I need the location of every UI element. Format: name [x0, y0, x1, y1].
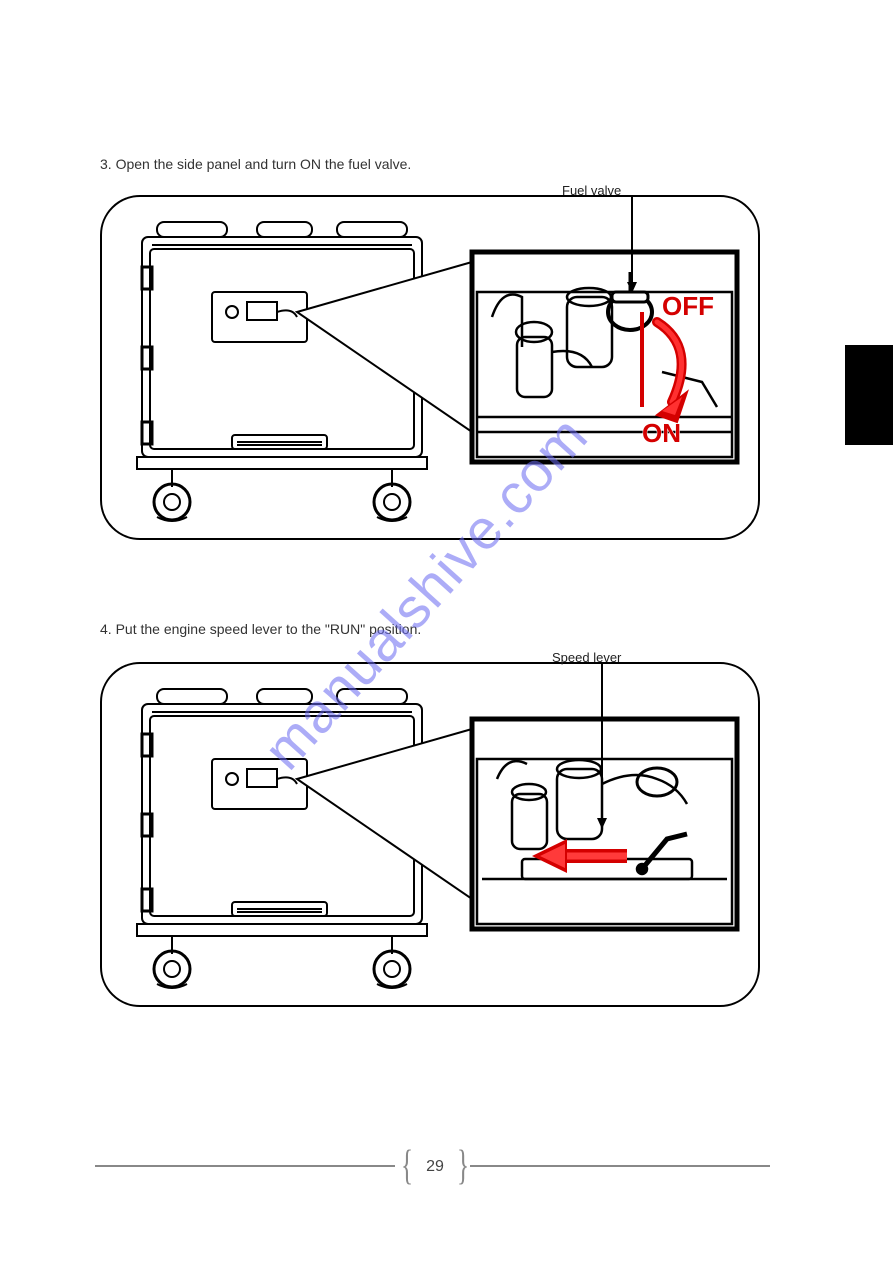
brace-left: { — [401, 1145, 413, 1187]
svg-text:ON: ON — [642, 418, 681, 448]
step-4-text: 4. Put the engine speed lever to the "RU… — [100, 620, 760, 640]
page-number: { 29 } — [395, 1145, 475, 1187]
footer-divider-left — [95, 1165, 395, 1167]
callout-fuel-valve: Fuel valve — [562, 183, 621, 198]
manual-page: 3. Open the side panel and turn ON the f… — [0, 0, 893, 1263]
diagram-speed-lever — [102, 664, 762, 1009]
footer-divider-right — [470, 1165, 770, 1167]
page-number-value: 29 — [422, 1158, 448, 1175]
figure-speed-lever: Speed lever — [100, 662, 760, 1007]
figure-fuel-valve: Fuel valve — [100, 195, 760, 540]
diagram-fuel-valve: OFF ON — [102, 197, 762, 542]
section-tab — [845, 345, 893, 445]
brace-right: } — [457, 1145, 469, 1187]
callout-speed-lever: Speed lever — [552, 650, 621, 665]
step-3-text: 3. Open the side panel and turn ON the f… — [100, 155, 760, 175]
svg-text:OFF: OFF — [662, 291, 714, 321]
